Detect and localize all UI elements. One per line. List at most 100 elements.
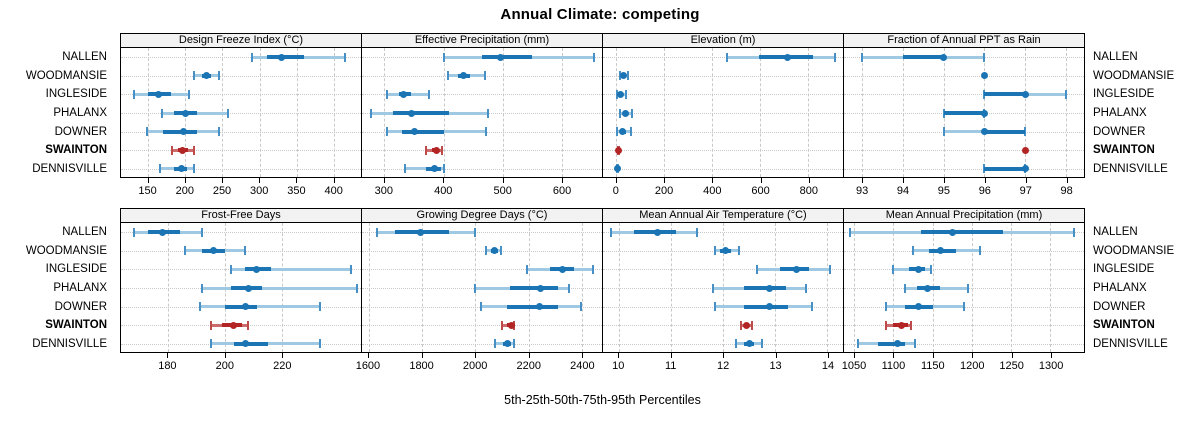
whisker-cap bbox=[427, 89, 430, 99]
axis-tick-mark bbox=[828, 353, 830, 358]
whisker-cap bbox=[737, 246, 740, 256]
interquartile-band-25-75 bbox=[743, 286, 786, 290]
axis-tick-mark bbox=[184, 178, 186, 183]
axis-tick-mark bbox=[760, 178, 762, 183]
interquartile-band-25-75 bbox=[943, 111, 985, 115]
median-dot bbox=[742, 321, 750, 329]
median-dot bbox=[923, 284, 931, 292]
horizontal-gridline bbox=[603, 343, 843, 345]
panel-strip-title: Effective Precipitation (mm) bbox=[362, 34, 603, 47]
horizontal-gridline bbox=[844, 343, 1084, 345]
whisker-cap bbox=[251, 52, 254, 62]
horizontal-gridline bbox=[603, 131, 843, 133]
whisker-cap bbox=[485, 246, 487, 256]
panel-strip-title: Mean Annual Precipitation (mm) bbox=[885, 209, 1043, 221]
median-dot bbox=[792, 265, 800, 273]
axis-tick-mark bbox=[775, 353, 777, 358]
axis-tick-label: 250 bbox=[212, 185, 232, 197]
vertical-gridline bbox=[971, 223, 973, 352]
axis-tick-label: 94 bbox=[896, 185, 910, 197]
axis-tick-mark bbox=[1066, 178, 1068, 183]
interquartile-band-25-75 bbox=[984, 166, 1025, 171]
median-dot bbox=[948, 228, 956, 236]
whisker-cap bbox=[904, 283, 907, 293]
vertical-gridline bbox=[148, 48, 150, 177]
whisker-cap bbox=[714, 302, 717, 312]
whisker-cap bbox=[483, 71, 486, 81]
category-label-downer: DOWNER bbox=[54, 300, 107, 313]
axis-tick-label: 0 bbox=[612, 185, 619, 197]
median-dot bbox=[558, 265, 566, 273]
horizontal-gridline bbox=[362, 269, 602, 271]
category-label-dennisville: DENNISVILLE bbox=[32, 162, 107, 175]
category-label-downer: DOWNER bbox=[1093, 125, 1146, 138]
category-label-dennisville: DENNISVILLE bbox=[1093, 162, 1168, 175]
category-label-phalanx: PHALANX bbox=[53, 282, 107, 294]
axis-tick-mark bbox=[670, 353, 672, 358]
whisker-cap bbox=[447, 71, 450, 81]
whisker-cap bbox=[440, 145, 443, 155]
axis-tick-mark bbox=[167, 353, 169, 358]
median-dot bbox=[980, 128, 988, 136]
whisker-cap bbox=[1064, 89, 1067, 99]
axis-tick-label: 96 bbox=[978, 185, 991, 197]
category-label-downer: DOWNER bbox=[1093, 300, 1146, 313]
median-dot bbox=[915, 303, 922, 311]
whisker-cap bbox=[247, 320, 250, 330]
whisker-cap bbox=[184, 246, 187, 256]
median-dot bbox=[158, 228, 166, 236]
whisker-cap bbox=[810, 302, 813, 312]
median-dot bbox=[410, 128, 418, 136]
vertical-gridline bbox=[808, 48, 810, 177]
axis-tick-label: 1250 bbox=[999, 360, 1024, 372]
category-label-nallen: NALLEN bbox=[62, 226, 107, 239]
axis-tick-mark bbox=[943, 178, 945, 183]
vertical-gridline bbox=[760, 48, 762, 177]
horizontal-gridline bbox=[362, 94, 602, 96]
vertical-gridline bbox=[259, 48, 261, 177]
median-dot bbox=[936, 247, 944, 255]
vertical-gridline bbox=[618, 223, 620, 352]
vertical-gridline bbox=[502, 48, 504, 177]
category-label-phalanx: PHALANX bbox=[1093, 107, 1147, 119]
horizontal-gridline bbox=[362, 325, 602, 327]
horizontal-gridline bbox=[844, 94, 1084, 96]
median-dot bbox=[766, 284, 774, 292]
axis-tick-label: 14 bbox=[821, 360, 835, 372]
median-dot bbox=[745, 340, 753, 348]
axis-tick-mark bbox=[367, 353, 369, 358]
whisker-cap bbox=[442, 164, 445, 174]
category-label-woodmansie: WOODMANSIE bbox=[1093, 69, 1175, 82]
whisker-cap bbox=[579, 302, 582, 312]
median-dot bbox=[154, 90, 162, 98]
whisker-cap bbox=[591, 264, 594, 274]
x-axis-row: 150 200 250 300 350 400 300 400 500 600 0 200 400 600… bbox=[120, 178, 1085, 204]
axis-tick-label: 300 bbox=[250, 185, 269, 197]
whisker-cap bbox=[486, 108, 489, 118]
median-dot bbox=[654, 228, 662, 236]
vertical-gridline bbox=[712, 48, 714, 177]
median-dot bbox=[617, 90, 625, 98]
x-axis-ticks: 1050 1100 1150 1200 1250 1300 bbox=[842, 353, 1085, 379]
right-category-labels: NALLEN WOODMANSIE INGLESIDE PHALANX DOWNER SW… bbox=[1085, 223, 1200, 353]
percentile-range-5-95 bbox=[405, 167, 444, 171]
whisker-cap bbox=[930, 264, 933, 274]
whisker-cap bbox=[884, 320, 887, 330]
median-dot bbox=[432, 146, 440, 154]
median-dot bbox=[490, 247, 498, 255]
whisker-cap bbox=[695, 227, 698, 237]
axis-tick-label: 220 bbox=[273, 360, 292, 372]
vertical-gridline bbox=[664, 48, 666, 177]
axis-tick-label: 1100 bbox=[881, 360, 906, 372]
axis-tick-mark bbox=[502, 178, 504, 183]
axis-tick-mark bbox=[853, 353, 855, 358]
x-axis-ticks: 0 200 400 600 800 bbox=[603, 178, 844, 204]
whisker-cap bbox=[424, 145, 427, 155]
vertical-gridline bbox=[1065, 48, 1067, 177]
whisker-cap bbox=[805, 283, 808, 293]
whisker-cap bbox=[526, 264, 529, 274]
x-axis-ticks: 10 11 12 13 14 bbox=[603, 353, 844, 379]
whisker-cap bbox=[630, 108, 633, 118]
horizontal-gridline bbox=[121, 150, 361, 152]
percentile-range-5-95 bbox=[231, 267, 351, 271]
